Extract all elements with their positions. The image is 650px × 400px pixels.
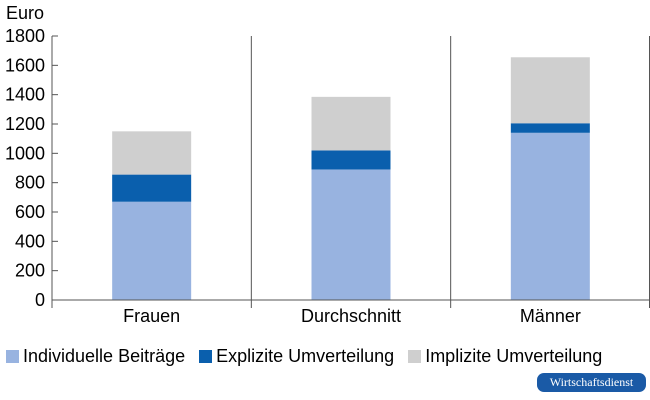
legend-item-explicit: Explizite Umverteilung [199, 346, 394, 367]
stacked-bar-chart: Euro 0 200 400 600 800 1000 1200 1400 1600 1800 F… [5, 3, 650, 326]
y-tick-label: 400 [15, 231, 45, 251]
y-tick-label: 1600 [5, 55, 45, 75]
legend-label-implicit: Implizite Umverteilung [425, 346, 603, 366]
y-tick-label: 1000 [5, 143, 45, 163]
legend-label-individual: Individuelle Beiträge [23, 346, 186, 366]
bar-segment [510, 57, 590, 124]
y-tick-label: 600 [15, 202, 45, 222]
bar-segment [311, 96, 391, 151]
x-tick-label: Frauen [123, 306, 180, 326]
legend: Individuelle Beiträge Explizite Umvertei… [6, 346, 602, 367]
legend-item-implicit: Implizite Umverteilung [408, 346, 602, 367]
y-tick-label: 1800 [5, 26, 45, 46]
y-tick-label: 200 [15, 261, 45, 281]
y-tick-label: 800 [15, 173, 45, 193]
y-tick-label: 0 [35, 290, 45, 310]
y-tick-label: 1400 [5, 85, 45, 105]
bar-segment [112, 174, 192, 202]
bar-segment [112, 201, 192, 300]
bar-segment [510, 123, 590, 133]
legend-item-individual: Individuelle Beiträge [6, 346, 185, 367]
legend-swatch-individual [6, 350, 19, 363]
legend-label-explicit: Explizite Umverteilung [216, 346, 395, 366]
bar-segment [510, 132, 590, 300]
x-tick-label: Männer [520, 306, 581, 326]
bar-segment [311, 169, 391, 300]
bar-segment [112, 131, 192, 175]
legend-swatch-implicit [408, 350, 422, 363]
y-tick-label: 1200 [5, 114, 45, 134]
x-tick-label: Durchschnitt [301, 306, 401, 326]
legend-swatch-explicit [199, 350, 213, 363]
y-axis-label: Euro [6, 3, 44, 23]
wirtschaftsdienst-badge: Wirtschaftsdienst [537, 373, 646, 392]
bar-segment [311, 150, 391, 170]
